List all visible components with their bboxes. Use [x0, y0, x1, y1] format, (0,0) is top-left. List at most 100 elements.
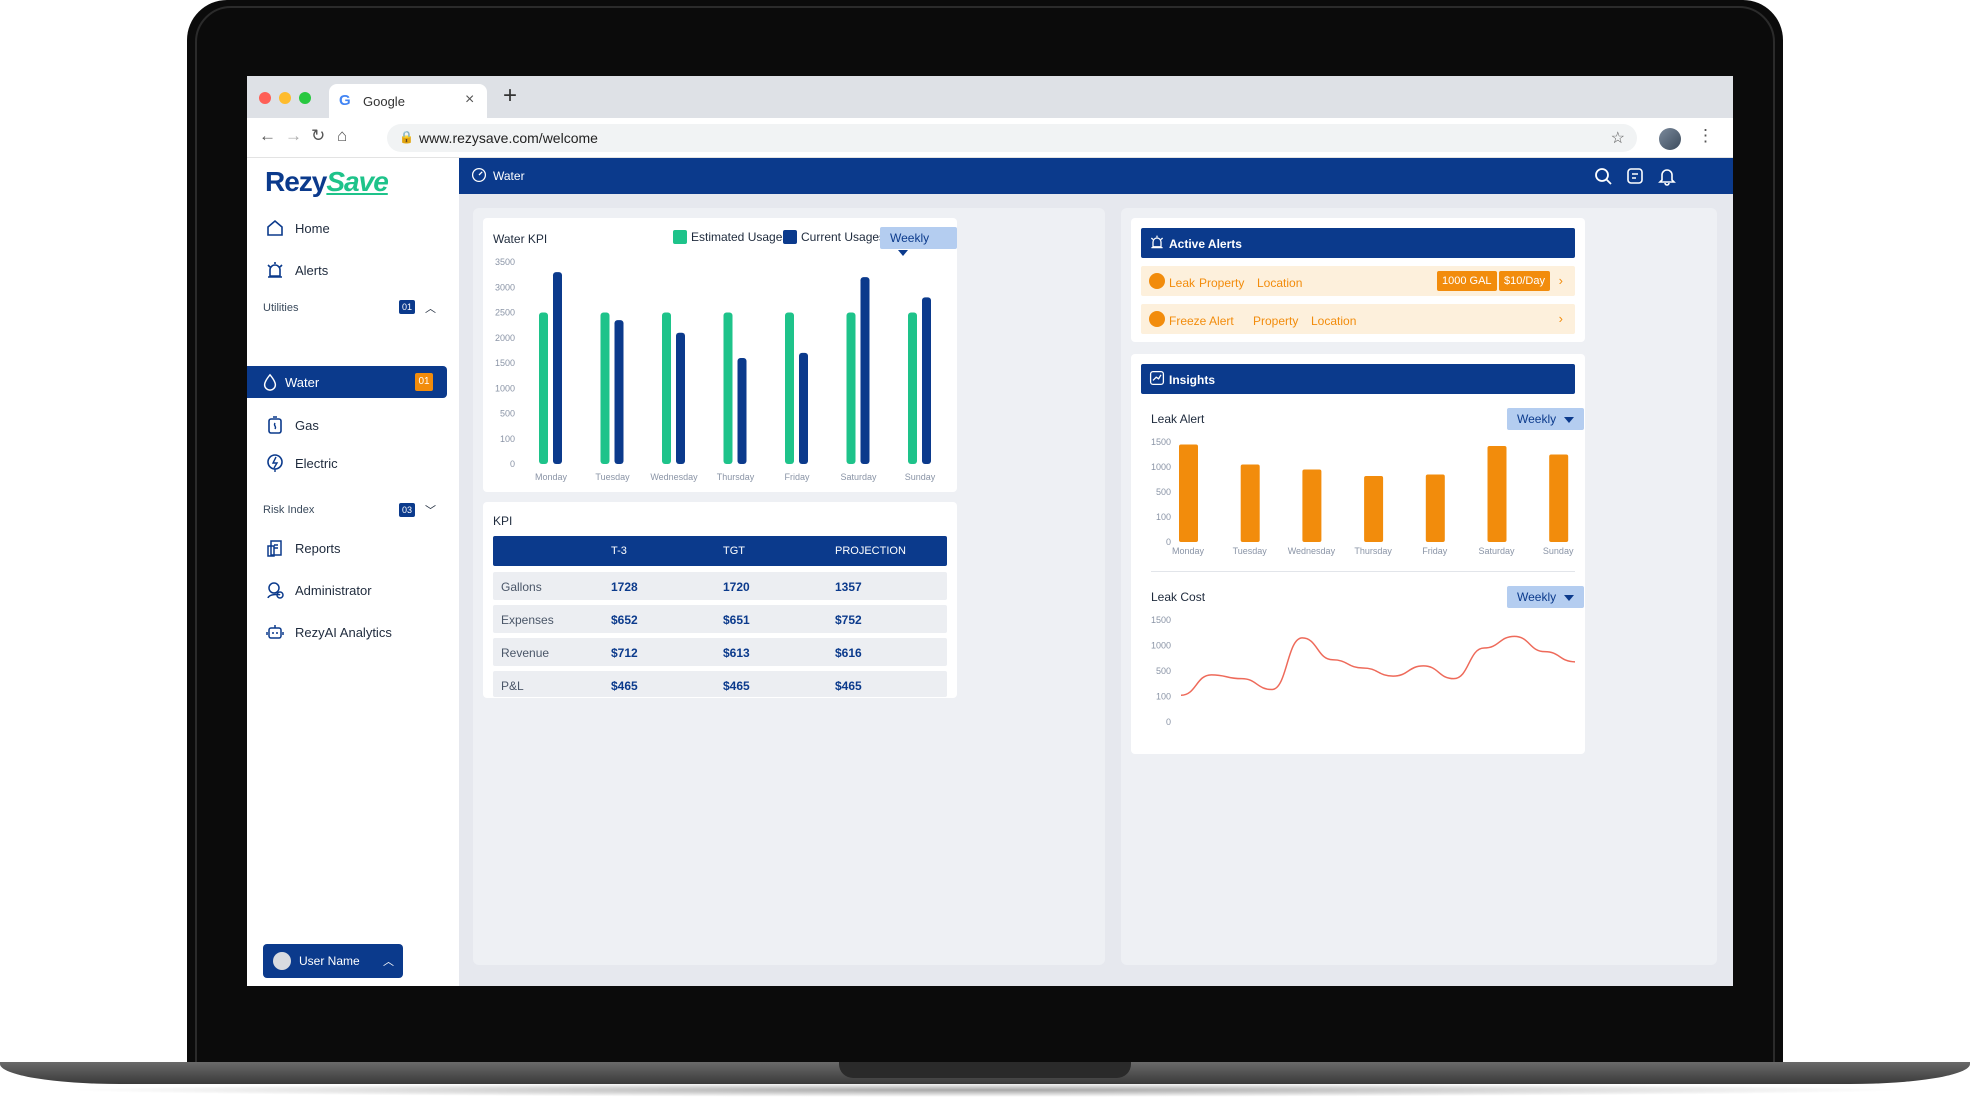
alert-item-leak[interactable]: Leak Property Location 1000 GAL $10/Day … [1141, 266, 1575, 296]
leak-cost-period-dropdown[interactable]: Weekly [1507, 586, 1585, 608]
profile-avatar[interactable] [1659, 128, 1681, 150]
water-kpi-card: Water KPI Estimated Usages Current Usage… [483, 218, 957, 492]
alert-location: Location [1257, 276, 1303, 290]
bar-current [860, 277, 870, 464]
x-tick-label: Tuesday [595, 472, 630, 482]
forward-icon[interactable]: → [285, 126, 302, 145]
legend-label: Current Usages [801, 230, 886, 244]
page-title: Water [493, 169, 525, 183]
kpi-table-header: T-3 TGT PROJECTION [493, 536, 947, 566]
active-alerts-title: Active Alerts [1169, 237, 1242, 251]
screen: G Google × + ← → ↻ ⌂ 🔒 www.rezysave.com/… [247, 76, 1733, 986]
alert-amount-badge: 1000 GAL [1437, 271, 1497, 291]
search-icon[interactable] [1593, 166, 1613, 186]
y-tick-label: 100 [500, 434, 515, 444]
robot-icon [265, 622, 285, 642]
sidebar-item-label: RezyAI Analytics [295, 624, 392, 640]
risk-index-section[interactable]: Risk Index [263, 504, 443, 516]
close-window-button[interactable] [259, 92, 271, 104]
water-count-badge: 01 [415, 373, 433, 391]
close-tab-icon[interactable]: × [465, 91, 475, 108]
period-dropdown[interactable]: Weekly [880, 227, 957, 256]
messages-icon[interactable] [1625, 166, 1645, 186]
bar-current [737, 357, 747, 464]
reload-icon[interactable]: ↻ [311, 126, 326, 145]
insights-card: Insights Leak Alert Weekly Leak Cost Wee… [1131, 354, 1585, 754]
browser-tab-bar: G Google × + [247, 76, 1733, 118]
leak-alert-period-dropdown[interactable]: Weekly [1507, 408, 1585, 430]
sidebar-item-water[interactable]: Water 01 [247, 366, 447, 398]
sidebar-item-home[interactable]: Home [265, 213, 445, 243]
dropdown-value: Weekly [890, 231, 930, 245]
y-tick-label: 1500 [1151, 437, 1171, 447]
minimize-window-button[interactable] [279, 92, 291, 104]
bar-estimated [785, 312, 794, 464]
y-tick-label: 1500 [495, 358, 515, 368]
home-browser-icon[interactable]: ⌂ [337, 126, 348, 145]
x-tick-label: Wednesday [650, 472, 698, 482]
bar-current [553, 272, 562, 464]
sidebar: RezySave Home Alerts Utilities 01 ︿ Wate… [247, 158, 459, 986]
x-tick-label: Saturday [840, 472, 877, 482]
sidebar-item-alerts[interactable]: Alerts [265, 255, 445, 285]
sidebar-item-administrator[interactable]: Administrator [265, 575, 445, 605]
cell-value: $712 [611, 646, 638, 660]
sidebar-item-label: Home [295, 220, 330, 236]
dropdown-value: Weekly [1517, 412, 1557, 426]
x-tick-label: Thursday [717, 472, 755, 482]
x-tick-label: Wednesday [1288, 546, 1336, 556]
chevron-down-icon[interactable]: ﹀ [425, 505, 436, 517]
x-tick-label: Friday [784, 472, 810, 482]
chevron-right-icon: › [1558, 273, 1563, 288]
utilities-count-badge: 01 [399, 300, 415, 314]
browser-menu-icon[interactable]: ⋮ [1697, 126, 1714, 145]
kpi-table-card: KPI T-3 TGT PROJECTION Gallons 1728 1720… [483, 502, 957, 698]
leak-alert-bar [1364, 476, 1384, 542]
y-tick-label: 0 [1166, 537, 1171, 547]
sidebar-item-gas[interactable]: Gas [265, 410, 445, 440]
utilities-section[interactable]: Utilities [263, 302, 443, 314]
active-alerts-header: Active Alerts [1141, 228, 1575, 258]
laptop-shadow [60, 1083, 1910, 1097]
alert-type: Leak [1169, 276, 1196, 290]
user-avatar [273, 952, 291, 970]
leak-drop-icon [1149, 273, 1165, 289]
y-tick-label: 1000 [495, 383, 515, 393]
cell-value: $465 [611, 679, 638, 693]
sidebar-item-analytics[interactable]: RezyAI Analytics [265, 617, 445, 647]
sidebar-item-electric[interactable]: Electric [265, 448, 445, 478]
sidebar-item-reports[interactable]: Reports [265, 533, 445, 563]
main-content: Water KPI Estimated Usages Current Usage… [459, 194, 1733, 986]
caret-down-icon [1564, 416, 1575, 423]
left-panel: Water KPI Estimated Usages Current Usage… [473, 208, 1105, 965]
sidebar-item-label: Gas [295, 417, 319, 433]
row-label: P&L [501, 679, 524, 693]
rezysave-logo[interactable]: RezySave [265, 166, 389, 198]
back-icon[interactable]: ← [259, 126, 276, 145]
bar-estimated [600, 312, 610, 464]
sidebar-item-label: Alerts [295, 262, 329, 278]
electric-bolt-icon [265, 453, 285, 473]
bar-estimated [846, 312, 856, 464]
y-tick-label: 100 [1156, 512, 1171, 522]
bell-icon[interactable] [1657, 166, 1677, 186]
new-tab-icon[interactable]: + [503, 82, 518, 109]
x-tick-label: Tuesday [1233, 546, 1268, 556]
maximize-window-button[interactable] [299, 92, 311, 104]
sidebar-item-label: Water [285, 375, 320, 390]
x-tick-label: Monday [535, 472, 568, 482]
column-header: TGT [723, 545, 745, 557]
bookmark-star-icon[interactable]: ☆ [1610, 130, 1625, 147]
kpi-title: KPI [493, 514, 513, 528]
alert-item-freeze[interactable]: Freeze Alert Property Location › [1141, 304, 1575, 334]
cell-value: $651 [723, 613, 750, 627]
row-label: Gallons [501, 580, 542, 594]
cell-value: $465 [723, 679, 750, 693]
y-tick-label: 2500 [495, 308, 515, 318]
browser-tab[interactable]: G Google × [329, 84, 487, 118]
right-panel: Active Alerts Leak Property Location 100… [1121, 208, 1717, 965]
url-field[interactable]: 🔒 www.rezysave.com/welcome ☆ [387, 124, 1637, 152]
chevron-up-icon[interactable]: ︿ [425, 303, 436, 315]
user-menu-button[interactable]: User Name ︿ [263, 944, 403, 978]
admin-gear-icon [265, 580, 285, 600]
